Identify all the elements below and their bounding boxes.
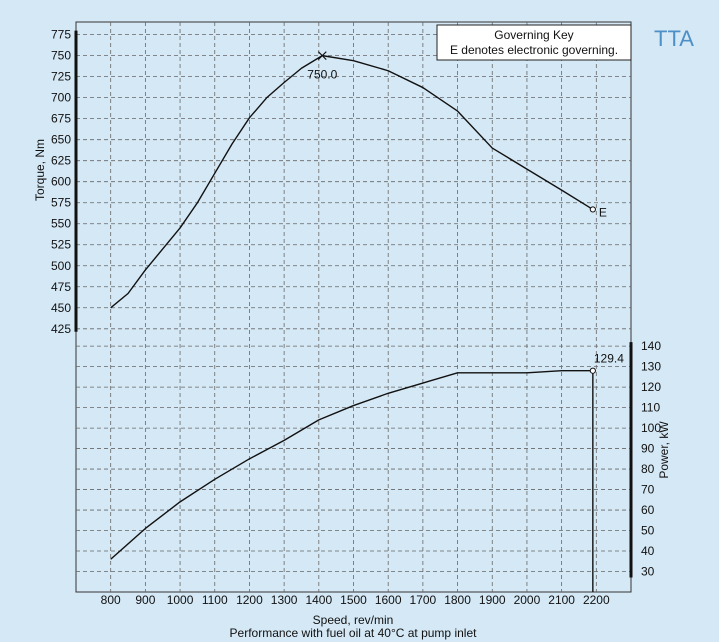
power-tick-label: 130: [641, 360, 661, 374]
speed-tick-label: 2000: [514, 593, 541, 607]
series-lines: [110, 51, 596, 592]
speed-tick-label: 1000: [167, 593, 194, 607]
torque-peak-label: 750.0: [307, 68, 337, 82]
power-end-marker: [589, 367, 596, 374]
torque-tick-label: 475: [51, 280, 71, 294]
power-tick-label: 30: [641, 565, 655, 579]
torque-peak-marker: [317, 51, 327, 61]
speed-tick-label: 1600: [375, 593, 402, 607]
power-tick-label: 140: [641, 339, 661, 353]
torque-curve: [110, 54, 594, 309]
torque-tick-label: 625: [51, 154, 71, 168]
legend-box: Governing Key E denotes electronic gover…: [436, 24, 632, 61]
torque-tick-label: 750: [51, 49, 71, 63]
torque-tick-label: 525: [51, 238, 71, 252]
torque-tick-label: 675: [51, 112, 71, 126]
torque-tick-label: 500: [51, 259, 71, 273]
power-tick-label: 100: [641, 421, 661, 435]
power-tick-label: 120: [641, 380, 661, 394]
axes: [74, 30, 633, 578]
torque-tick-label: 600: [51, 175, 71, 189]
speed-tick-label: 1100: [202, 593, 228, 607]
grid-lines: [76, 22, 631, 592]
torque-tick-label: 550: [51, 217, 71, 231]
power-tick-label: 70: [641, 483, 655, 497]
speed-tick-label: 1800: [444, 593, 471, 607]
legend-title: Governing Key: [494, 28, 573, 42]
speed-tick-label: 900: [135, 593, 155, 607]
torque-tick-label: 425: [51, 322, 71, 336]
torque-axis-label: Torque, Nm: [33, 139, 47, 201]
torque-tick-label: 775: [51, 28, 71, 42]
torque-tick-label: 450: [51, 301, 71, 315]
speed-tick-label: 1300: [271, 593, 298, 607]
speed-tick-label: 1700: [410, 593, 437, 607]
torque-tick-label: 650: [51, 133, 71, 147]
torque-tick-label: 575: [51, 196, 71, 210]
tick-labels: 425 450 475 500 525 550 575 600 625 650 675 700 725 7…: [51, 28, 661, 607]
power-tick-label: 90: [641, 442, 655, 456]
speed-tick-label: 1200: [236, 593, 263, 607]
governing-end-marker: [589, 206, 596, 213]
speed-tick-label: 1900: [479, 593, 506, 607]
power-tick-label: 60: [641, 503, 655, 517]
power-tick-label: 50: [641, 524, 655, 538]
torque-tick-label: 725: [51, 70, 71, 84]
power-peak-label: 129.4: [594, 352, 624, 366]
speed-tick-label: 2200: [583, 593, 610, 607]
legend-text: E denotes electronic governing.: [450, 43, 618, 57]
power-axis-label: Power, kW: [657, 421, 671, 479]
brand-logo: TTA: [654, 26, 694, 51]
speed-tick-label: 1400: [305, 593, 332, 607]
torque-tick-label: 700: [51, 91, 71, 105]
speed-tick-label: 2100: [548, 593, 575, 607]
chart-subtitle: Performance with fuel oil at 40°C at pum…: [230, 626, 478, 640]
governing-label: E: [599, 205, 607, 219]
power-curve: [110, 370, 593, 560]
speed-tick-label: 800: [101, 593, 121, 607]
speed-axis-label: Speed, rev/min: [313, 613, 394, 627]
legend-frame: [436, 24, 632, 61]
power-tick-label: 110: [641, 401, 660, 415]
power-tick-label: 80: [641, 462, 655, 476]
speed-tick-label: 1500: [340, 593, 367, 607]
power-tick-label: 40: [641, 544, 655, 558]
